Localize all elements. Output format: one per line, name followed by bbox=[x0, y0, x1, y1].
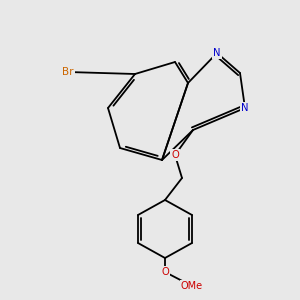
Text: OMe: OMe bbox=[181, 281, 203, 291]
Text: O: O bbox=[161, 267, 169, 277]
Text: O: O bbox=[171, 150, 179, 160]
Text: Br: Br bbox=[62, 67, 74, 77]
Text: N: N bbox=[241, 103, 249, 113]
Text: N: N bbox=[213, 48, 221, 58]
